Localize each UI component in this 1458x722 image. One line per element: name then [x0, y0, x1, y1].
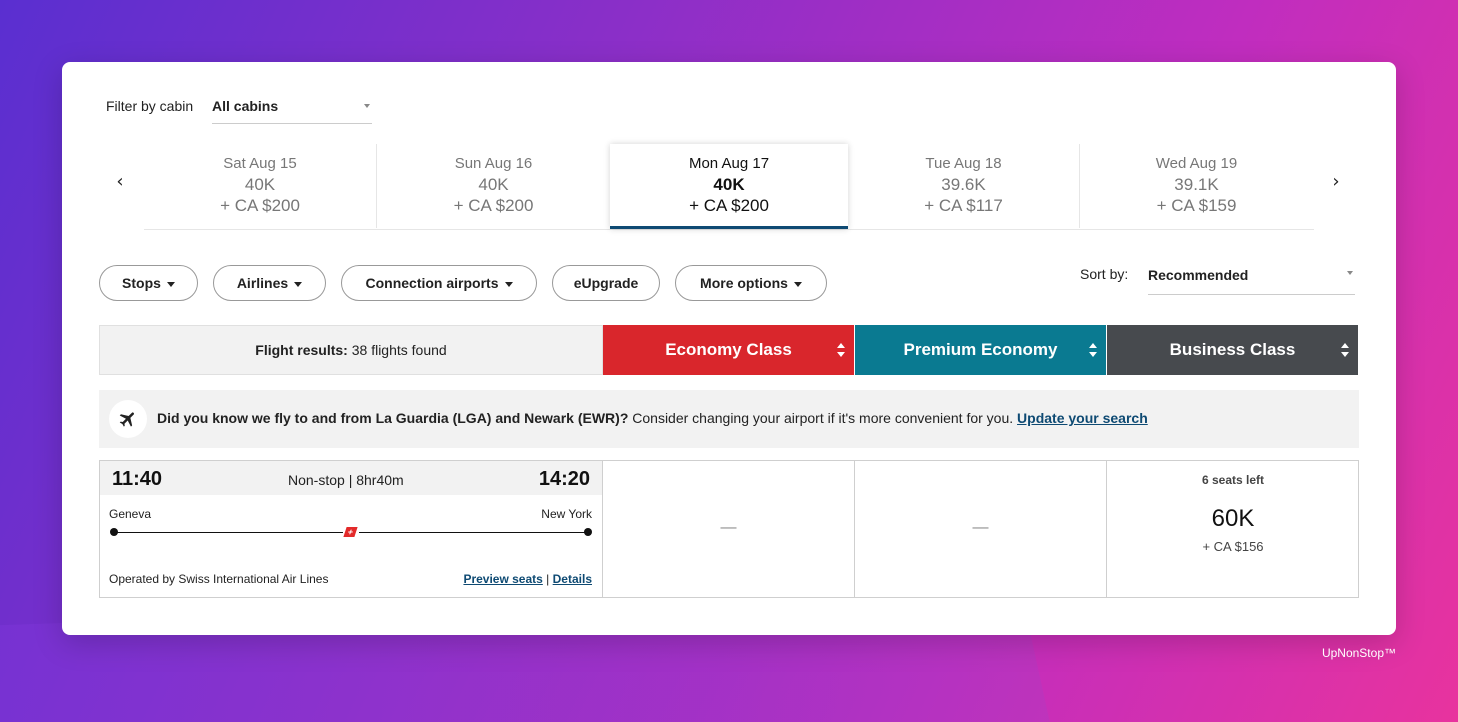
date-label: Wed Aug 19 [1155, 155, 1238, 172]
economy-class-header[interactable]: Economy Class [603, 325, 854, 375]
banner-body-text: Consider changing your airport if it's m… [628, 410, 1018, 426]
premium-economy-label: Premium Economy [903, 340, 1058, 359]
airplane-icon [109, 400, 147, 438]
more-options-button[interactable]: More options [675, 265, 827, 301]
swiss-airline-logo: + [343, 525, 359, 539]
premium-fare-cell: — [855, 461, 1107, 597]
flight-links: Preview seats | Details [463, 572, 592, 586]
stops-duration: Non-stop | 8hr40m [288, 472, 404, 488]
destination-dot [584, 528, 592, 536]
premium-economy-header[interactable]: Premium Economy [855, 325, 1106, 375]
date-option[interactable]: Sun Aug 16 40K + CA $200 [377, 144, 610, 228]
eupgrade-filter-button[interactable]: eUpgrade [552, 265, 660, 301]
flight-itinerary: 11:40 Non-stop | 8hr40m 14:20 Geneva New… [100, 461, 603, 597]
connection-airports-label: Connection airports [365, 275, 499, 291]
flight-time-band [100, 461, 602, 495]
date-tax: + CA $159 [1156, 196, 1237, 215]
caret-down-icon [364, 104, 370, 108]
date-label: Mon Aug 17 [688, 155, 770, 172]
banner-text: Did you know we fly to and from La Guard… [157, 410, 1148, 426]
departure-time: 11:40 [112, 468, 163, 490]
operated-by: Operated by Swiss International Air Line… [109, 572, 329, 586]
date-label: Sat Aug 15 [223, 155, 297, 172]
chevron-right-icon[interactable]: › [1332, 171, 1340, 192]
link-separator: | [546, 572, 550, 586]
sort-select-value: Recommended [1148, 267, 1249, 283]
destination-city: New York [541, 507, 592, 521]
business-tax: + CA $156 [1202, 539, 1264, 554]
caret-down-icon [504, 281, 513, 287]
date-tax: + CA $117 [924, 196, 1003, 215]
cabin-select[interactable]: All cabins [212, 90, 372, 124]
sort-select[interactable]: Recommended [1148, 257, 1355, 295]
results-count: 38 flights found [351, 342, 447, 358]
banner-bold-text: Did you know we fly to and from La Guard… [157, 410, 629, 426]
economy-unavailable: — [720, 519, 737, 536]
date-points: 40K [713, 175, 745, 194]
date-points: 39.1K [1174, 175, 1219, 194]
update-search-link[interactable]: Update your search [1017, 410, 1148, 426]
seats-left: 6 seats left [1201, 473, 1265, 487]
date-strip: Sat Aug 15 40K + CA $200 Sun Aug 16 40K … [144, 144, 1314, 230]
business-class-header[interactable]: Business Class [1107, 325, 1358, 375]
date-option[interactable]: Sat Aug 15 40K + CA $200 [144, 144, 377, 228]
caret-down-icon [793, 281, 802, 287]
eupgrade-label: eUpgrade [573, 275, 639, 291]
date-label: Sun Aug 16 [454, 155, 533, 172]
origin-dot [110, 528, 118, 536]
watermark: UpNonStop™ [1321, 646, 1396, 660]
date-label: Tue Aug 18 [925, 155, 1002, 172]
more-options-label: More options [700, 275, 788, 291]
date-points: 40K [244, 175, 276, 194]
date-option[interactable]: Tue Aug 18 39.6K + CA $117 [848, 144, 1080, 228]
arrival-time: 14:20 [538, 468, 590, 490]
date-tax: + CA $200 [689, 196, 769, 215]
economy-class-label: Economy Class [665, 340, 792, 359]
airlines-filter-button[interactable]: Airlines [213, 265, 326, 301]
stops-filter-label: Stops [122, 275, 161, 291]
economy-fare-cell: — [603, 461, 855, 597]
date-option-selected[interactable]: Mon Aug 17 40K + CA $200 [610, 144, 848, 229]
chevron-left-icon[interactable]: ‹ [116, 171, 124, 192]
connection-airports-filter-button[interactable]: Connection airports [341, 265, 537, 301]
results-label: Flight results: [255, 342, 348, 358]
filter-cabin-label: Filter by cabin [106, 98, 194, 114]
date-points: 39.6K [941, 175, 986, 194]
airlines-filter-label: Airlines [236, 275, 289, 291]
details-link[interactable]: Details [552, 572, 592, 586]
stops-filter-button[interactable]: Stops [99, 265, 198, 301]
flight-result-row: 11:40 Non-stop | 8hr40m 14:20 Geneva New… [99, 460, 1359, 598]
caret-down-icon [294, 281, 303, 287]
sort-icon [837, 343, 845, 357]
business-class-label: Business Class [1169, 340, 1296, 359]
origin-city: Geneva [109, 507, 152, 521]
caret-down-icon [1347, 271, 1353, 275]
date-option[interactable]: Wed Aug 19 39.1K + CA $159 [1080, 144, 1313, 228]
flight-search-card: Filter by cabin All cabins ‹ › Sat Aug 1… [62, 62, 1396, 635]
sort-icon [1341, 343, 1349, 357]
business-points: 60K [1211, 505, 1255, 532]
date-tax: + CA $200 [220, 196, 300, 215]
date-tax: + CA $200 [453, 196, 534, 215]
date-points: 40K [478, 175, 509, 194]
caret-down-icon [166, 281, 175, 287]
flight-results-summary: Flight results: 38 flights found [99, 325, 603, 375]
cabin-select-value: All cabins [212, 98, 279, 114]
preview-seats-link[interactable]: Preview seats [463, 572, 543, 586]
business-fare-cell[interactable]: 6 seats left 60K + CA $156 [1107, 461, 1359, 597]
airport-info-banner: Did you know we fly to and from La Guard… [99, 390, 1359, 448]
sort-icon [1089, 343, 1097, 357]
premium-unavailable: — [972, 519, 989, 536]
sort-label: Sort by: [1080, 266, 1129, 282]
